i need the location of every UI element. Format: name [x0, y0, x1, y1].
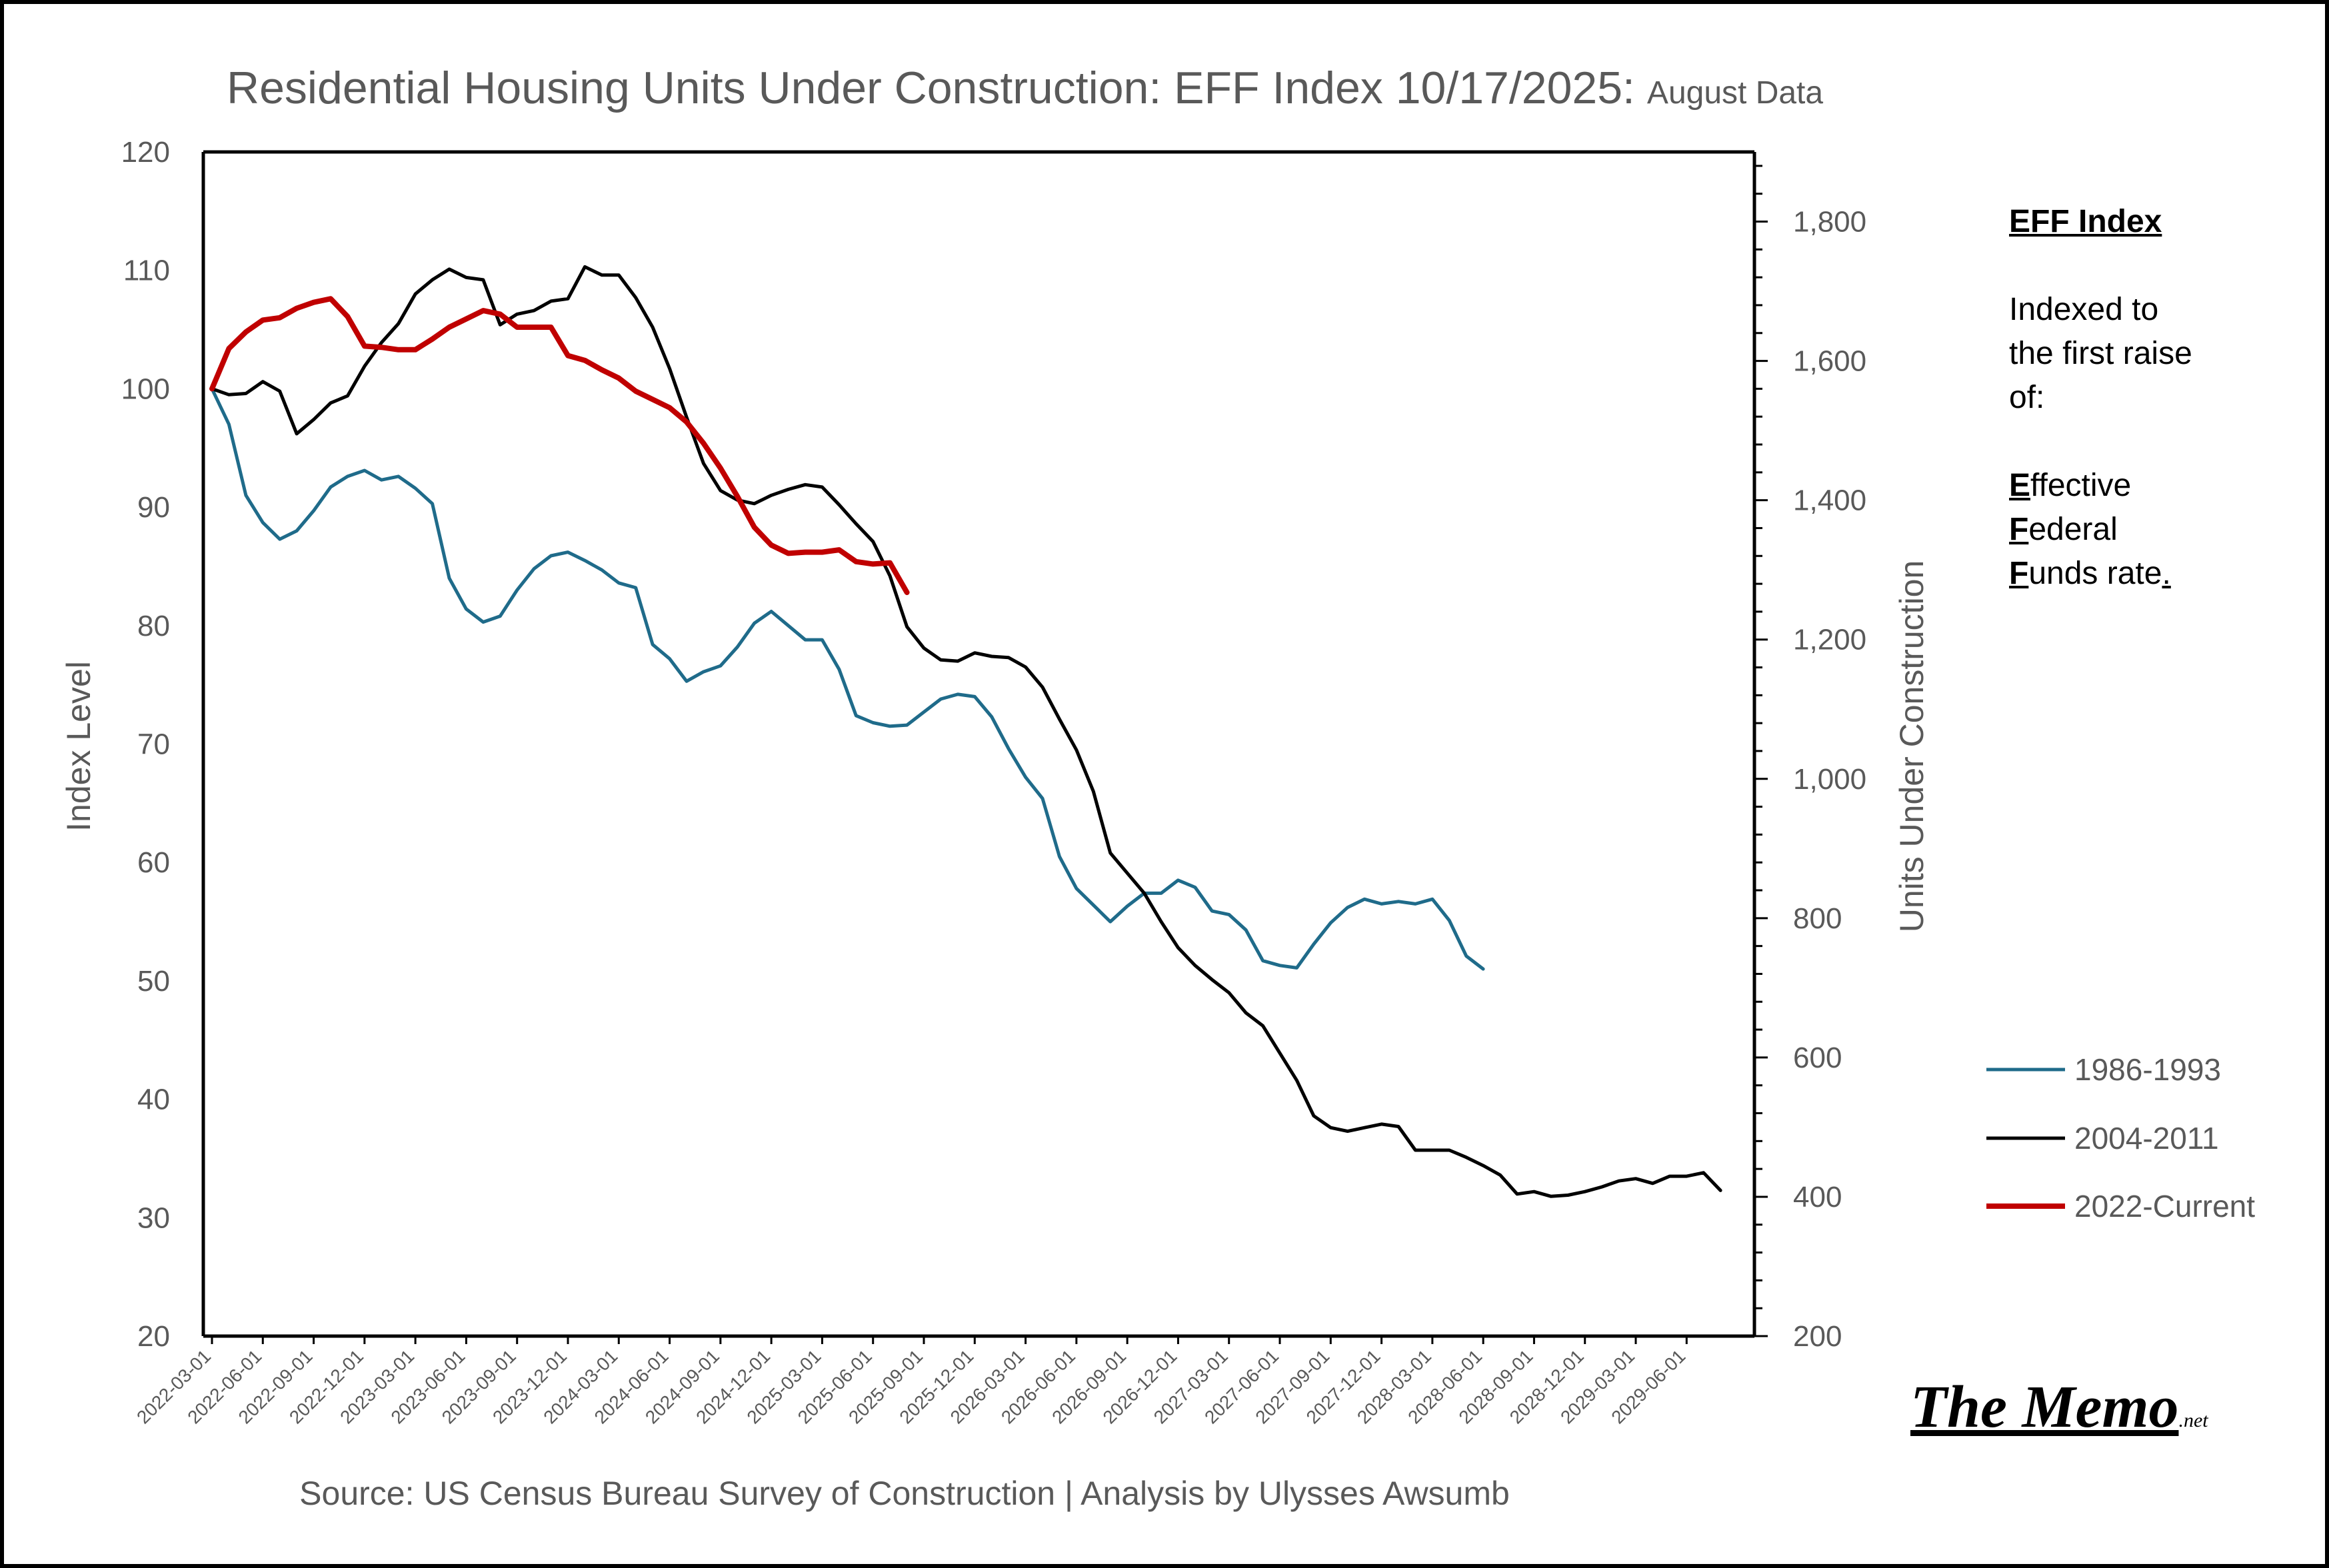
y-axis-title: Index Level	[60, 661, 97, 832]
note-line: Indexed to	[2009, 292, 2159, 327]
note-line: the first raise	[2009, 336, 2192, 371]
y2-tick-label: 1,800	[1793, 206, 1866, 239]
y2-tick-label: 400	[1793, 1181, 1842, 1213]
y2-tick-label: 1,000	[1793, 763, 1866, 796]
y2-tick-label: 1,200	[1793, 624, 1866, 656]
logo-main-text: The Memo	[1910, 1374, 2179, 1440]
y-tick-label: 50	[137, 965, 170, 998]
series-line-2022-current	[209, 296, 910, 595]
y-tick-label: 60	[137, 846, 170, 879]
series-line-2004-2011	[210, 265, 1722, 1198]
x-axis-ticks: 2022-03-012022-06-012022-09-012022-12-01…	[133, 1336, 1690, 1428]
chart-title: Residential Housing Units Under Construc…	[227, 63, 1823, 113]
logo-suffix: .net	[2178, 1409, 2208, 1431]
the-memo-logo: The Memo.net	[1910, 1373, 2208, 1441]
y-tick-label: 90	[137, 491, 170, 524]
legend: 1986-1993 2004-2011 2022-Current	[1986, 1052, 2255, 1223]
y-tick-label: 120	[121, 136, 170, 169]
note-funds-rate: Funds rate.	[2009, 556, 2171, 591]
series-lines	[209, 265, 1722, 1198]
note-federal: Federal	[2009, 512, 2118, 547]
y-tick-label: 110	[123, 255, 170, 287]
eff-index-note: EFF Index Indexed to the first raise of:…	[2009, 200, 2302, 596]
y-tick-label: 30	[137, 1201, 170, 1234]
y2-tick-label: 1,400	[1793, 484, 1866, 517]
source-note: Source: US Census Bureau Survey of Const…	[299, 1475, 1510, 1512]
plot-area	[201, 150, 1756, 1338]
note-line: of:	[2009, 380, 2045, 415]
y-tick-label: 70	[137, 728, 170, 761]
left-axis-ticks: 20 30 40 50 60 70 80 90 100 110 120	[121, 136, 170, 1353]
right-axis-ticks: 200 400 600 800 1,000 1,200 1,400 1,600 1,800	[1754, 165, 1866, 1353]
legend-label: 1986-1993	[2074, 1052, 2221, 1087]
y-tick-label: 20	[137, 1320, 170, 1353]
y2-axis-title: Units Under Construction	[1893, 560, 1930, 933]
y-tick-label: 40	[137, 1084, 170, 1116]
y2-tick-label: 200	[1793, 1320, 1842, 1353]
y2-tick-label: 800	[1793, 902, 1842, 935]
y-tick-label: 100	[121, 373, 170, 405]
legend-label: 2022-Current	[2074, 1189, 2255, 1223]
title-subtitle: August Data	[1647, 75, 1823, 111]
note-title: EFF Index	[2009, 204, 2162, 239]
y2-tick-label: 600	[1793, 1042, 1842, 1074]
series-line-1986-1993	[210, 387, 1485, 971]
y2-tick-label: 1,600	[1793, 345, 1866, 378]
y-tick-label: 80	[137, 610, 170, 642]
title-main: Residential Housing Units Under Construc…	[227, 63, 1635, 113]
note-effective: Effective	[2009, 468, 2132, 503]
legend-label: 2004-2011	[2074, 1121, 2219, 1156]
